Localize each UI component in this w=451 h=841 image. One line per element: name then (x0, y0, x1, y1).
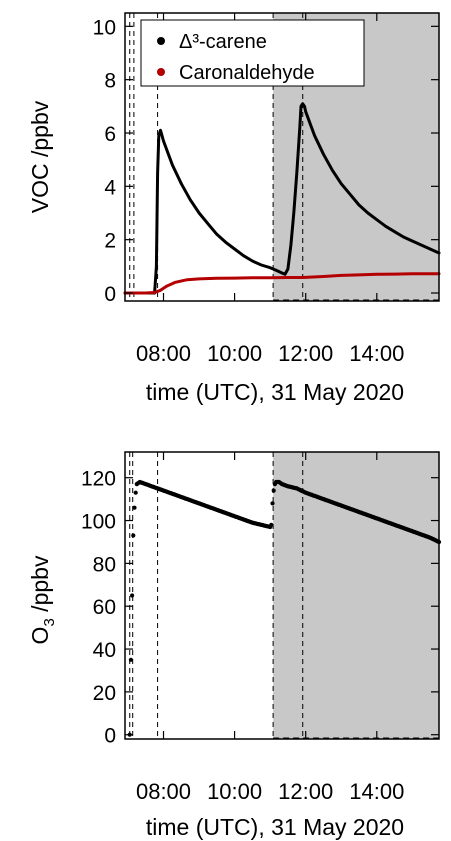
voc-plot-frame (124, 12, 440, 302)
ozone-y-ticks: 0 20 40 60 80 100 120 (81, 468, 439, 748)
ozone-plot-frame (124, 451, 440, 740)
ozone-data-point (133, 490, 138, 495)
x-tick-label: 08:00 (136, 341, 191, 366)
ozone-x-ticks: 08:00 10:00 12:00 14:00 (136, 452, 404, 804)
x-tick-label: 08:00 (136, 779, 191, 804)
ozone-data-point (271, 488, 276, 493)
voc-y-axis-label: VOC /ppbv (27, 100, 53, 213)
ozone-y-axis-label: O3 /ppbv (27, 555, 58, 644)
ozone-data-point (132, 505, 137, 510)
y-tick-label: 100 (81, 511, 116, 534)
y-tick-label: 40 (93, 639, 116, 662)
carene-series-line (123, 102, 441, 295)
legend-label-carene: Δ³-carene (179, 31, 267, 53)
ozone-vlines (129, 452, 439, 739)
ozone-series-points (127, 479, 442, 737)
ozone-shaded-region (273, 452, 439, 739)
y-tick-label: 0 (104, 725, 116, 748)
y-tick-label: 4 (104, 176, 116, 199)
ozone-data-point (131, 533, 136, 538)
x-tick-label: 14:00 (349, 341, 404, 366)
voc-y-ticks: 0 2 4 6 8 10 (93, 16, 439, 306)
y-tick-label: 8 (104, 70, 116, 93)
ozone-panel: 0 20 40 60 80 100 120 08:00 10:00 12:00 14:00 O3 … (27, 451, 442, 840)
voc-x-axis-label: time (UTC), 31 May 2020 (146, 379, 404, 405)
ozone-data-point (130, 593, 135, 598)
legend-marker-carene (157, 37, 165, 45)
y-tick-label: 10 (93, 16, 116, 39)
ozone-data-point (270, 501, 275, 506)
x-tick-label: 12:00 (278, 779, 333, 804)
caronaldehyde-series-line (123, 272, 441, 295)
y-tick-label: 120 (81, 468, 116, 491)
voc-legend: Δ³-carene Caronaldehyde (140, 19, 365, 87)
x-tick-label: 10:00 (207, 341, 262, 366)
voc-series-lines (123, 102, 441, 295)
y-tick-label: 60 (93, 596, 116, 619)
x-tick-label: 14:00 (349, 779, 404, 804)
legend-marker-caronaldehyde (157, 68, 165, 76)
x-tick-label: 10:00 (207, 779, 262, 804)
ozone-data-point (128, 657, 133, 662)
y-tick-label: 20 (93, 682, 116, 705)
x-tick-label: 12:00 (278, 341, 333, 366)
legend-box (140, 19, 365, 87)
y-tick-label: 80 (93, 553, 116, 576)
ozone-x-axis-label: time (UTC), 31 May 2020 (146, 814, 404, 840)
ozone-data-point (269, 522, 274, 527)
y-tick-label: 6 (104, 123, 116, 146)
y-tick-label: 2 (104, 230, 116, 253)
voc-panel: 0 2 4 6 8 10 08:00 10:00 12:00 14:00 Δ³-carene C… (27, 12, 441, 405)
legend-label-caronaldehyde: Caronaldehyde (179, 62, 315, 84)
voc-x-ticks: 08:00 10:00 12:00 14:00 (136, 13, 404, 366)
y-tick-label: 0 (104, 283, 116, 306)
